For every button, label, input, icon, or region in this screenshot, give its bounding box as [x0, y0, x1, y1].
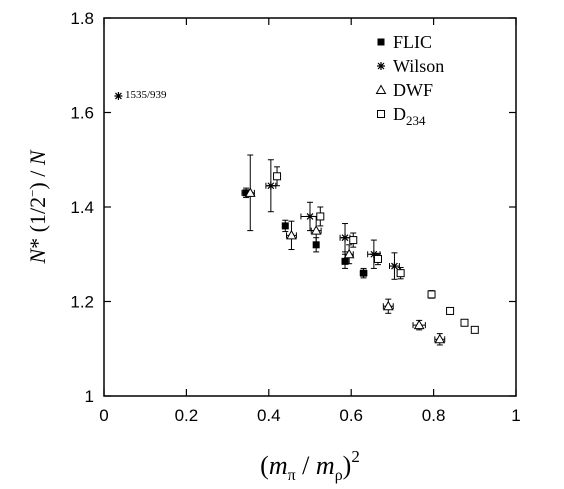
data-points: [114, 91, 479, 346]
point-marker: [390, 262, 399, 271]
legend-entry: D234: [377, 104, 426, 128]
axis-ticks: 0 0.2 0.4 0.6 0.8 1 1 1.2 1.4 1.6 1.8: [70, 9, 520, 425]
data-point: [316, 206, 325, 227]
data-point: [310, 215, 322, 246]
point-marker: [281, 222, 289, 230]
legend-entry: FLIC: [377, 32, 432, 52]
data-point: [446, 306, 455, 315]
point-marker: [382, 300, 394, 311]
data-point: [339, 223, 351, 253]
y-axis-label: N* (1/2−) / N: [25, 149, 50, 264]
point-marker: [396, 269, 405, 278]
data-point: [286, 220, 297, 251]
point-marker: [316, 212, 325, 221]
data-point: [373, 252, 382, 266]
annotation-label: 1535/939: [125, 89, 167, 101]
point-marker: [310, 225, 322, 235]
y-tick-label: 1.4: [70, 198, 94, 217]
y-tick-label: 1.8: [70, 9, 94, 28]
legend: FLIC Wilson DWF D234: [375, 32, 444, 128]
y-tick-label: 1.6: [70, 104, 94, 123]
legend-marker: [377, 62, 385, 70]
x-tick-label: 0.4: [257, 406, 281, 425]
point-marker: [470, 325, 479, 334]
legend-entry: Wilson: [377, 56, 444, 76]
point-marker: [360, 269, 368, 277]
x-tick-label: 1: [511, 406, 520, 425]
x-tick-label: 0: [99, 406, 108, 425]
data-point: [389, 252, 400, 280]
legend-label: Wilson: [393, 56, 444, 76]
data-point: [273, 166, 282, 187]
data-point: [343, 244, 355, 265]
point-marker: [369, 250, 378, 259]
point-marker: [427, 290, 436, 299]
data-point: [460, 318, 469, 327]
y-tick-label: 1: [85, 387, 94, 406]
y-tick-label: 1.2: [70, 293, 94, 312]
point-marker: [114, 91, 123, 100]
point-marker: [286, 229, 297, 240]
x-tick-label: 0.8: [422, 406, 446, 425]
legend-label: D234: [393, 104, 426, 128]
data-point: [349, 232, 358, 248]
point-marker: [341, 257, 349, 265]
point-marker: [434, 333, 446, 344]
legend-marker: [377, 38, 385, 46]
data-point: [244, 154, 256, 232]
svg-text:(mπ / mρ)2: (mπ / mρ)2: [260, 447, 360, 484]
point-marker: [244, 187, 256, 197]
data-point: [367, 239, 381, 269]
point-marker: [349, 236, 358, 245]
data-point: [114, 91, 123, 100]
data-point: [359, 267, 368, 279]
legend-marker: [375, 84, 387, 94]
point-marker: [460, 318, 469, 327]
x-tick-label: 0.2: [175, 406, 199, 425]
point-marker: [343, 248, 355, 259]
legend-marker: [377, 110, 385, 118]
data-point: [427, 290, 436, 299]
point-marker: [413, 319, 425, 330]
data-point: [412, 319, 426, 331]
data-point: [382, 298, 394, 314]
data-point: [281, 219, 289, 233]
x-tick-label: 0.6: [339, 406, 363, 425]
point-marker: [273, 172, 282, 181]
x-axis-label: (mπ / mρ)2: [260, 447, 360, 484]
point-marker: [341, 233, 350, 242]
data-point: [470, 325, 479, 334]
legend-label: DWF: [393, 80, 433, 100]
point-marker: [266, 181, 275, 190]
legend-entry: DWF: [375, 80, 433, 100]
point-marker: [373, 254, 382, 263]
data-point: [434, 333, 446, 346]
legend-label: FLIC: [393, 32, 432, 52]
point-marker: [446, 306, 455, 315]
svg-text:N* (1/2−) / N: N* (1/2−) / N: [25, 149, 50, 264]
data-point: [396, 266, 405, 280]
point-marker: [306, 212, 314, 221]
